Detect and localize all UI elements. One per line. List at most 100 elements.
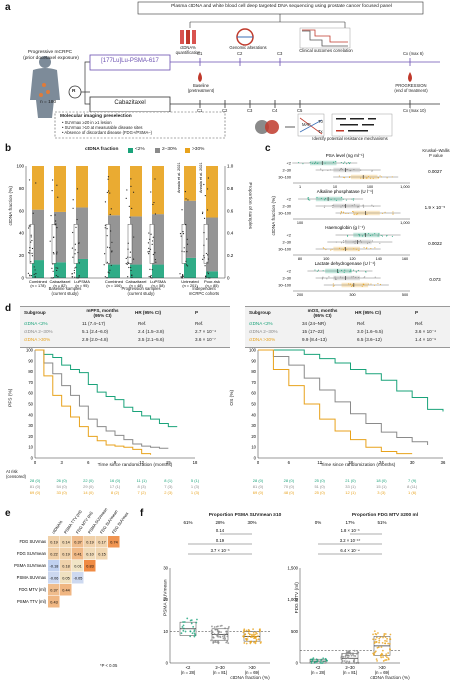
data-point — [347, 234, 349, 236]
heatmap-cell — [48, 584, 60, 596]
f-point — [189, 635, 192, 638]
data-point — [346, 248, 348, 250]
f-point — [226, 630, 228, 633]
ctdna-point — [71, 276, 74, 278]
km-y-tick: 70 — [251, 380, 256, 385]
f-point — [220, 631, 222, 634]
ctdna-point — [128, 262, 130, 264]
ctdna-point — [56, 226, 58, 229]
heatmap-value: 0.43 — [50, 601, 57, 605]
data-point — [334, 198, 336, 200]
data-point — [341, 248, 343, 250]
f-point — [384, 636, 387, 638]
y-tick-label: 0 — [21, 276, 24, 281]
panel-e-label: e — [5, 508, 11, 519]
f-point — [355, 652, 358, 655]
f-point — [210, 629, 213, 632]
f-point — [321, 662, 324, 664]
data-point — [298, 162, 300, 164]
data-point — [347, 235, 349, 237]
f-point — [378, 639, 381, 642]
pfs-header-hr: HR (95% CI) — [135, 310, 162, 315]
data-point — [352, 241, 354, 243]
ctdna-point — [206, 209, 209, 211]
heatmap-value: 0.37 — [50, 589, 57, 593]
data-point — [351, 284, 353, 286]
legend-swatch-orange — [185, 148, 190, 153]
arm-cabazitaxel: Cabazitaxel — [114, 100, 146, 106]
data-point — [363, 283, 365, 285]
pfs-row1-p: Ref. — [195, 321, 204, 326]
f-point — [182, 621, 184, 623]
stacked-bar-<2% — [32, 260, 44, 278]
heatmap-cell — [60, 572, 72, 584]
ctdna-boxplot — [203, 224, 209, 264]
ctdna-boxplot — [29, 224, 35, 264]
ctdna-point — [57, 267, 59, 269]
ctdna-point — [52, 252, 55, 254]
f-point — [384, 659, 387, 661]
f-point — [389, 633, 392, 636]
f-point — [245, 642, 248, 645]
data-point — [338, 169, 340, 171]
data-point — [341, 277, 343, 279]
f-point — [346, 654, 349, 657]
f-point — [220, 624, 223, 627]
data-point — [343, 249, 345, 251]
f-y-tick: 20 — [163, 597, 168, 602]
at-risk-value: 11 (1) — [137, 478, 148, 483]
heatmap-row-label: PSMA SUVmax — [17, 575, 47, 580]
f-point — [382, 656, 384, 658]
tx-label: Tx — [318, 129, 323, 134]
arm2-c4: C4 — [272, 108, 278, 113]
y2-tick-label: 0.4 — [227, 231, 234, 236]
data-point — [341, 168, 343, 170]
data-point — [350, 269, 352, 271]
ctdna-point — [154, 213, 156, 215]
p-value: 3.7 × 10⁻³ — [211, 548, 230, 553]
ctdna-point — [181, 250, 183, 252]
pfs-row2-hr: 2.4 (1.5–3.8) — [138, 329, 165, 334]
legend-2-30: 2–30% — [162, 147, 177, 152]
ctdna-point — [185, 260, 187, 262]
at-risk-value: 7 (3) — [164, 484, 173, 489]
f-point — [353, 662, 356, 664]
ctdna-point — [155, 261, 157, 263]
blood-drop-icon — [198, 72, 202, 82]
ctdna-point — [52, 270, 54, 272]
data-point — [380, 235, 382, 237]
ctdna-point — [152, 203, 154, 206]
km-x-tick: 9 — [114, 460, 117, 465]
data-point — [364, 276, 366, 278]
os-row3-subgroup: ctDNA >30% — [249, 337, 276, 342]
ctdna-point — [29, 252, 31, 254]
data-point — [379, 175, 381, 177]
patient-line2: (prior docetaxel exposure) — [23, 56, 79, 61]
ctdna-point — [31, 255, 34, 257]
f-y-tick: 0 — [296, 661, 299, 666]
data-point — [380, 176, 382, 178]
f-category-label: (n = 69) — [375, 670, 390, 675]
data-point — [309, 161, 311, 163]
heatmap-value: 0.83 — [86, 565, 93, 569]
arm1-cx: Cx (max 6) — [403, 51, 424, 56]
data-point — [363, 205, 365, 207]
data-point — [351, 198, 353, 200]
f-point — [217, 642, 220, 645]
category-label: LuPSMA — [74, 279, 90, 284]
os-header-hr: HR (95% CI) — [355, 310, 382, 315]
heatmap-value: 0.10 — [86, 553, 93, 557]
stacked-bar->30% — [152, 166, 164, 215]
y-tick-label: 80 — [19, 186, 25, 191]
arm1-c2: C2 — [237, 51, 243, 56]
pfs-table: Subgroup mPFS, months (95% CI) HR (95% C… — [20, 306, 230, 348]
data-point — [340, 211, 342, 213]
ctdna-point — [53, 236, 55, 238]
correlation-heatmap: ctDNA% PSMA TTV (ml)FDG MTV (ml)PSMA SUVm… — [14, 508, 129, 608]
row-label: 2–30 — [283, 205, 291, 209]
ctdna-point — [28, 227, 30, 229]
data-point — [335, 241, 337, 243]
ctdna-point — [104, 224, 106, 226]
at-risk-value: 2 (3) — [164, 490, 173, 495]
os-header-subgroup: Subgroup — [249, 310, 271, 315]
